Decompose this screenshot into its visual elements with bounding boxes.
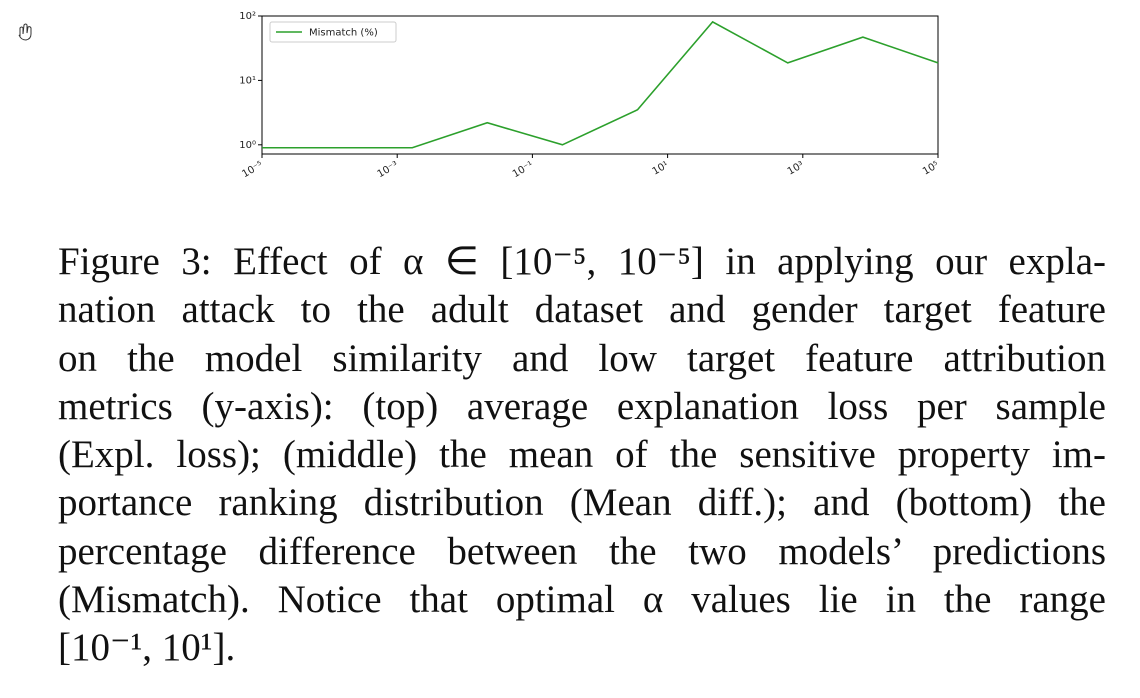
legend-label: Mismatch (%) bbox=[309, 28, 378, 39]
x-tick-label: 10³ bbox=[786, 160, 806, 178]
x-tick-label: 10⁻⁵ bbox=[240, 160, 265, 181]
x-tick-label: 10⁻³ bbox=[376, 160, 401, 181]
x-tick-label: 10¹ bbox=[651, 160, 671, 178]
caption-line: (Mismatch). Notice that optimal α values… bbox=[58, 578, 1106, 622]
caption: Figure 3: Effect of α ∈ [10⁻⁵, 10⁻⁵] in … bbox=[58, 238, 1106, 673]
x-tick-label: 10⁵ bbox=[921, 160, 941, 178]
x-tick-label: 10⁻¹ bbox=[511, 160, 536, 181]
caption-line: nation attack to the adult dataset and g… bbox=[58, 288, 1106, 332]
y-tick-label: 10² bbox=[239, 11, 256, 22]
plot-frame bbox=[261, 15, 939, 155]
caption-line: Figure 3: Effect of α ∈ [10⁻⁵, 10⁻⁵] in … bbox=[58, 240, 1106, 283]
caption-line: (Expl. loss); (middle) the mean of the s… bbox=[58, 433, 1106, 477]
caption-line: [10⁻¹, 10¹]. bbox=[58, 626, 236, 670]
y-tick-label: 10⁰ bbox=[239, 140, 256, 151]
caption-line: percentage difference between the two mo… bbox=[58, 529, 1106, 573]
hand-icon bbox=[18, 23, 32, 41]
y-tick-label: 10¹ bbox=[239, 75, 256, 86]
line bbox=[262, 20, 939, 149]
caption-line: on the model similarity and low target f… bbox=[58, 336, 1106, 380]
legend-box bbox=[269, 21, 397, 43]
caption-line: portance ranking distribution (Mean diff… bbox=[58, 481, 1106, 525]
chart: 10⁰ 10¹ 10² 10⁻⁵ 10⁻³ 10⁻¹ 10¹ 10³ 10⁵ Mismatch (… bbox=[18, 11, 941, 181]
caption-line: metrics (y-axis): (top) average explanat… bbox=[58, 384, 1106, 428]
